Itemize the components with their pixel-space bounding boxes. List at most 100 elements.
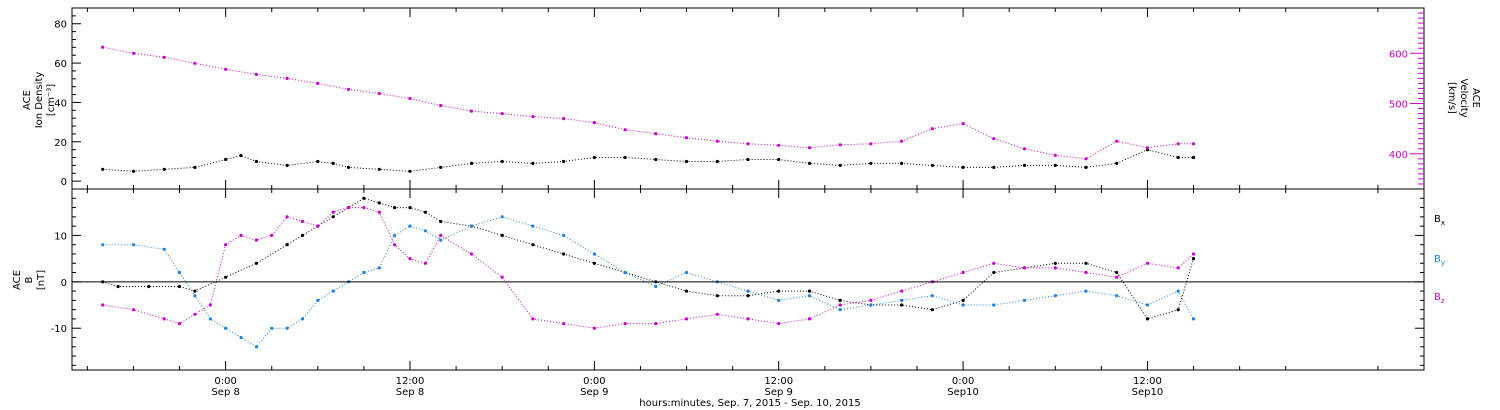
density-point	[715, 159, 719, 164]
velocity-point	[439, 103, 443, 108]
legend-bz: Bz	[1434, 292, 1445, 305]
velocity-ylabel-line1: ACE	[1470, 88, 1481, 108]
x-tick-date-label: Sep 9	[580, 387, 608, 398]
density-point	[930, 163, 935, 167]
bx-point	[777, 289, 781, 293]
velocity-point	[1084, 157, 1088, 161]
x-tick-time-label: 12:00	[396, 376, 425, 387]
bz-point	[777, 322, 781, 326]
data-layer	[101, 45, 1196, 349]
density-point	[592, 155, 597, 160]
density-point	[1084, 165, 1088, 169]
legend-bx: Bx	[1434, 214, 1445, 227]
by-point	[930, 294, 935, 298]
bz-point	[193, 312, 197, 316]
density-point	[1053, 163, 1057, 167]
density-point	[961, 165, 965, 169]
velocity-point	[961, 122, 965, 126]
density-tick-label: 60	[54, 59, 67, 70]
bx-point	[177, 284, 182, 289]
velocity-point	[562, 117, 566, 121]
density-tick-label: 80	[54, 20, 67, 31]
density-tick-label: 20	[54, 138, 67, 149]
x-tick-time-label: 12:00	[764, 376, 793, 387]
bx-point	[930, 308, 935, 312]
bz-point	[654, 322, 658, 326]
velocity-tick-label: 600	[1389, 49, 1408, 60]
x-tick-time-label: 0:00	[952, 376, 974, 387]
b-ylabel-line3: [nT]	[36, 270, 47, 290]
density-tick-label: 40	[54, 98, 67, 109]
by-point	[177, 270, 182, 275]
by-point	[1053, 294, 1057, 298]
bz-point	[1084, 270, 1088, 275]
density-point	[408, 169, 412, 173]
by-point	[254, 345, 258, 349]
by-point	[208, 317, 212, 321]
bz-point	[992, 261, 996, 265]
bz-point	[177, 322, 182, 326]
density-trace	[102, 149, 1194, 172]
velocity-point	[746, 142, 750, 146]
bx-point	[838, 298, 842, 302]
bz-trace	[102, 207, 1194, 329]
bz-point	[362, 206, 366, 210]
bz-point	[331, 210, 335, 214]
velocity-point	[654, 132, 658, 136]
bz-point	[869, 298, 873, 302]
top-panel-frame	[71, 7, 1425, 190]
bx-point	[116, 284, 120, 289]
by-point	[224, 326, 228, 330]
velocity-point	[285, 76, 289, 80]
density-point	[746, 157, 750, 162]
legend-bz-base: B	[1434, 292, 1441, 303]
velocity-ylabel-line2: Velocity	[1458, 78, 1469, 117]
x-tick-time-label: 0:00	[583, 376, 605, 387]
density-point	[869, 161, 873, 165]
by-point	[807, 294, 812, 298]
density-ylabel-line1: ACE	[22, 90, 33, 110]
bx-point	[900, 303, 904, 307]
legend-bx-base: B	[1434, 214, 1441, 225]
by-point	[162, 247, 166, 251]
by-point	[1191, 317, 1196, 321]
by-point	[1084, 289, 1088, 293]
density-point	[162, 167, 166, 171]
x-tick-date-label: Sep 9	[765, 387, 793, 398]
b-tick-label: 10	[54, 231, 67, 242]
density-point	[1176, 155, 1180, 160]
bx-point	[500, 233, 504, 237]
b-tick-label: -10	[51, 324, 67, 335]
b-ylabel-line2: B	[24, 276, 35, 283]
density-point	[992, 165, 996, 169]
legend-by-sub: y	[1441, 259, 1445, 267]
bz-point	[270, 233, 274, 237]
bz-point	[285, 215, 289, 219]
density-ylabel-line2: Ion Density	[34, 72, 45, 129]
density-point	[500, 159, 504, 164]
velocity-point	[838, 143, 842, 147]
legend-bz-sub: z	[1441, 297, 1445, 305]
density-point	[469, 161, 474, 165]
bz-point	[500, 275, 504, 279]
by-point	[992, 303, 996, 307]
density-point	[316, 159, 320, 164]
b-ylabel-line1: ACE	[12, 270, 23, 290]
bx-point	[961, 298, 965, 302]
bz-point	[346, 206, 351, 210]
velocity-point	[1145, 146, 1150, 150]
velocity-point	[377, 91, 381, 96]
bz-point	[562, 322, 566, 326]
velocity-point	[469, 109, 474, 113]
density-point	[101, 167, 105, 171]
bx-point	[592, 261, 597, 265]
velocity-point	[869, 142, 873, 146]
legend-bx-sub: x	[1441, 219, 1445, 227]
bz-point	[316, 224, 320, 228]
by-point	[900, 298, 904, 302]
by-point	[838, 308, 842, 312]
bz-point	[423, 261, 427, 265]
by-point	[623, 270, 627, 275]
bz-point	[208, 303, 212, 307]
